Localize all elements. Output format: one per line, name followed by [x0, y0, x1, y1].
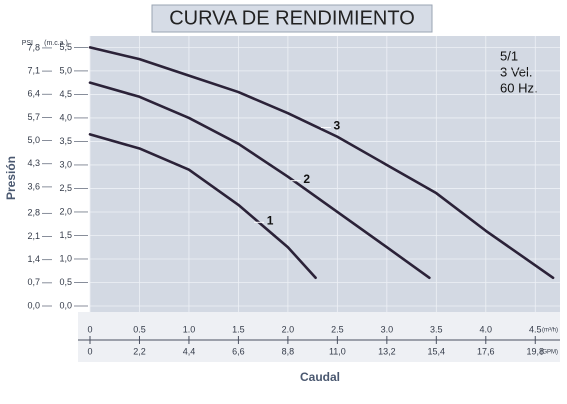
y2-tick-label: 7,1 — [27, 65, 40, 75]
x-tick-label: 1.5 — [232, 324, 245, 334]
y-tick-label: 3,5 — [59, 136, 72, 146]
x-axis-title: Caudal — [300, 370, 340, 384]
x2-tick-label: 2,2 — [133, 346, 146, 356]
y-tick-label: 4,5 — [59, 89, 72, 99]
x2-tick-label: 4,4 — [183, 346, 196, 356]
y2-tick-label: 7,8 — [27, 42, 40, 52]
x2-tick-label: 8,8 — [282, 346, 295, 356]
y-tick-label: 0,0 — [59, 300, 72, 310]
y-tick-label: 2,0 — [59, 206, 72, 216]
y2-tick-label: 1,4 — [27, 254, 40, 264]
x-tick-label: 1.0 — [183, 324, 196, 334]
y2-tick-label: 0,0 — [27, 300, 40, 310]
y-tick-label: 2,5 — [59, 183, 72, 193]
x2-tick-label: 0 — [87, 346, 92, 356]
y-tick-label: 1,5 — [59, 230, 72, 240]
y2-unit: PSI — [22, 40, 33, 47]
y-tick-label: 5,0 — [59, 65, 72, 75]
y2-tick-label: 4,3 — [27, 158, 40, 168]
y2-tick-label: 0,7 — [27, 277, 40, 287]
y2-tick-label: 2,8 — [27, 208, 40, 218]
y-tick-label: 5,5 — [59, 42, 72, 52]
curve — [88, 133, 317, 280]
y2-tick-label: 5,7 — [27, 112, 40, 122]
y2-tick-label: 3,6 — [27, 181, 40, 191]
x-tick-label: 0 — [87, 324, 92, 334]
x-tick-label: 3.0 — [381, 324, 394, 334]
y-tick-label: 1,0 — [59, 253, 72, 263]
x-tick-label: 4.5 — [529, 324, 542, 334]
x2-tick-label: 19,8 — [526, 346, 544, 356]
x2-tick-label: 17,6 — [477, 346, 495, 356]
info-line: 3 Vel. — [500, 64, 533, 79]
y2-tick-label: 6,4 — [27, 89, 40, 99]
curve — [88, 46, 555, 280]
x-tick-label: 2.0 — [282, 324, 295, 334]
info-line: 5/1 — [500, 48, 518, 63]
y-axis-title: Presión — [4, 156, 18, 200]
y-tick-label: 3,0 — [59, 159, 72, 169]
x-tick-label: 4.0 — [480, 324, 493, 334]
x2-tick-label: 6,6 — [232, 346, 245, 356]
x-unit: (m³/h) — [542, 328, 558, 334]
x2-tick-label: 11,0 — [329, 346, 346, 356]
y-tick-label: 0,5 — [59, 277, 72, 287]
chart-title: CURVA DE RENDIMIENTO — [169, 7, 415, 29]
y2-tick-label: 2,1 — [27, 231, 40, 241]
x2-tick-label: 15,4 — [428, 346, 446, 356]
x-tick-label: 3.5 — [430, 324, 443, 334]
y-tick-label: 4,0 — [59, 112, 72, 122]
y-unit: (m.c.a.) — [44, 40, 68, 47]
x-axis-band — [78, 312, 560, 362]
curve — [88, 81, 431, 280]
curve-label: 1 — [267, 213, 274, 227]
curve-label: 2 — [303, 172, 310, 186]
plot-area — [90, 36, 560, 312]
title-box — [151, 4, 433, 33]
x2-tick-label: 13,2 — [378, 346, 396, 356]
y2-tick-label: 5,0 — [27, 135, 40, 145]
x2-unit: (GPM) — [540, 350, 558, 356]
curve-label: 3 — [334, 119, 341, 133]
x-tick-label: 2.5 — [331, 324, 344, 334]
x-tick-label: 0.5 — [133, 324, 146, 334]
info-line: 60 Hz. — [500, 80, 538, 95]
